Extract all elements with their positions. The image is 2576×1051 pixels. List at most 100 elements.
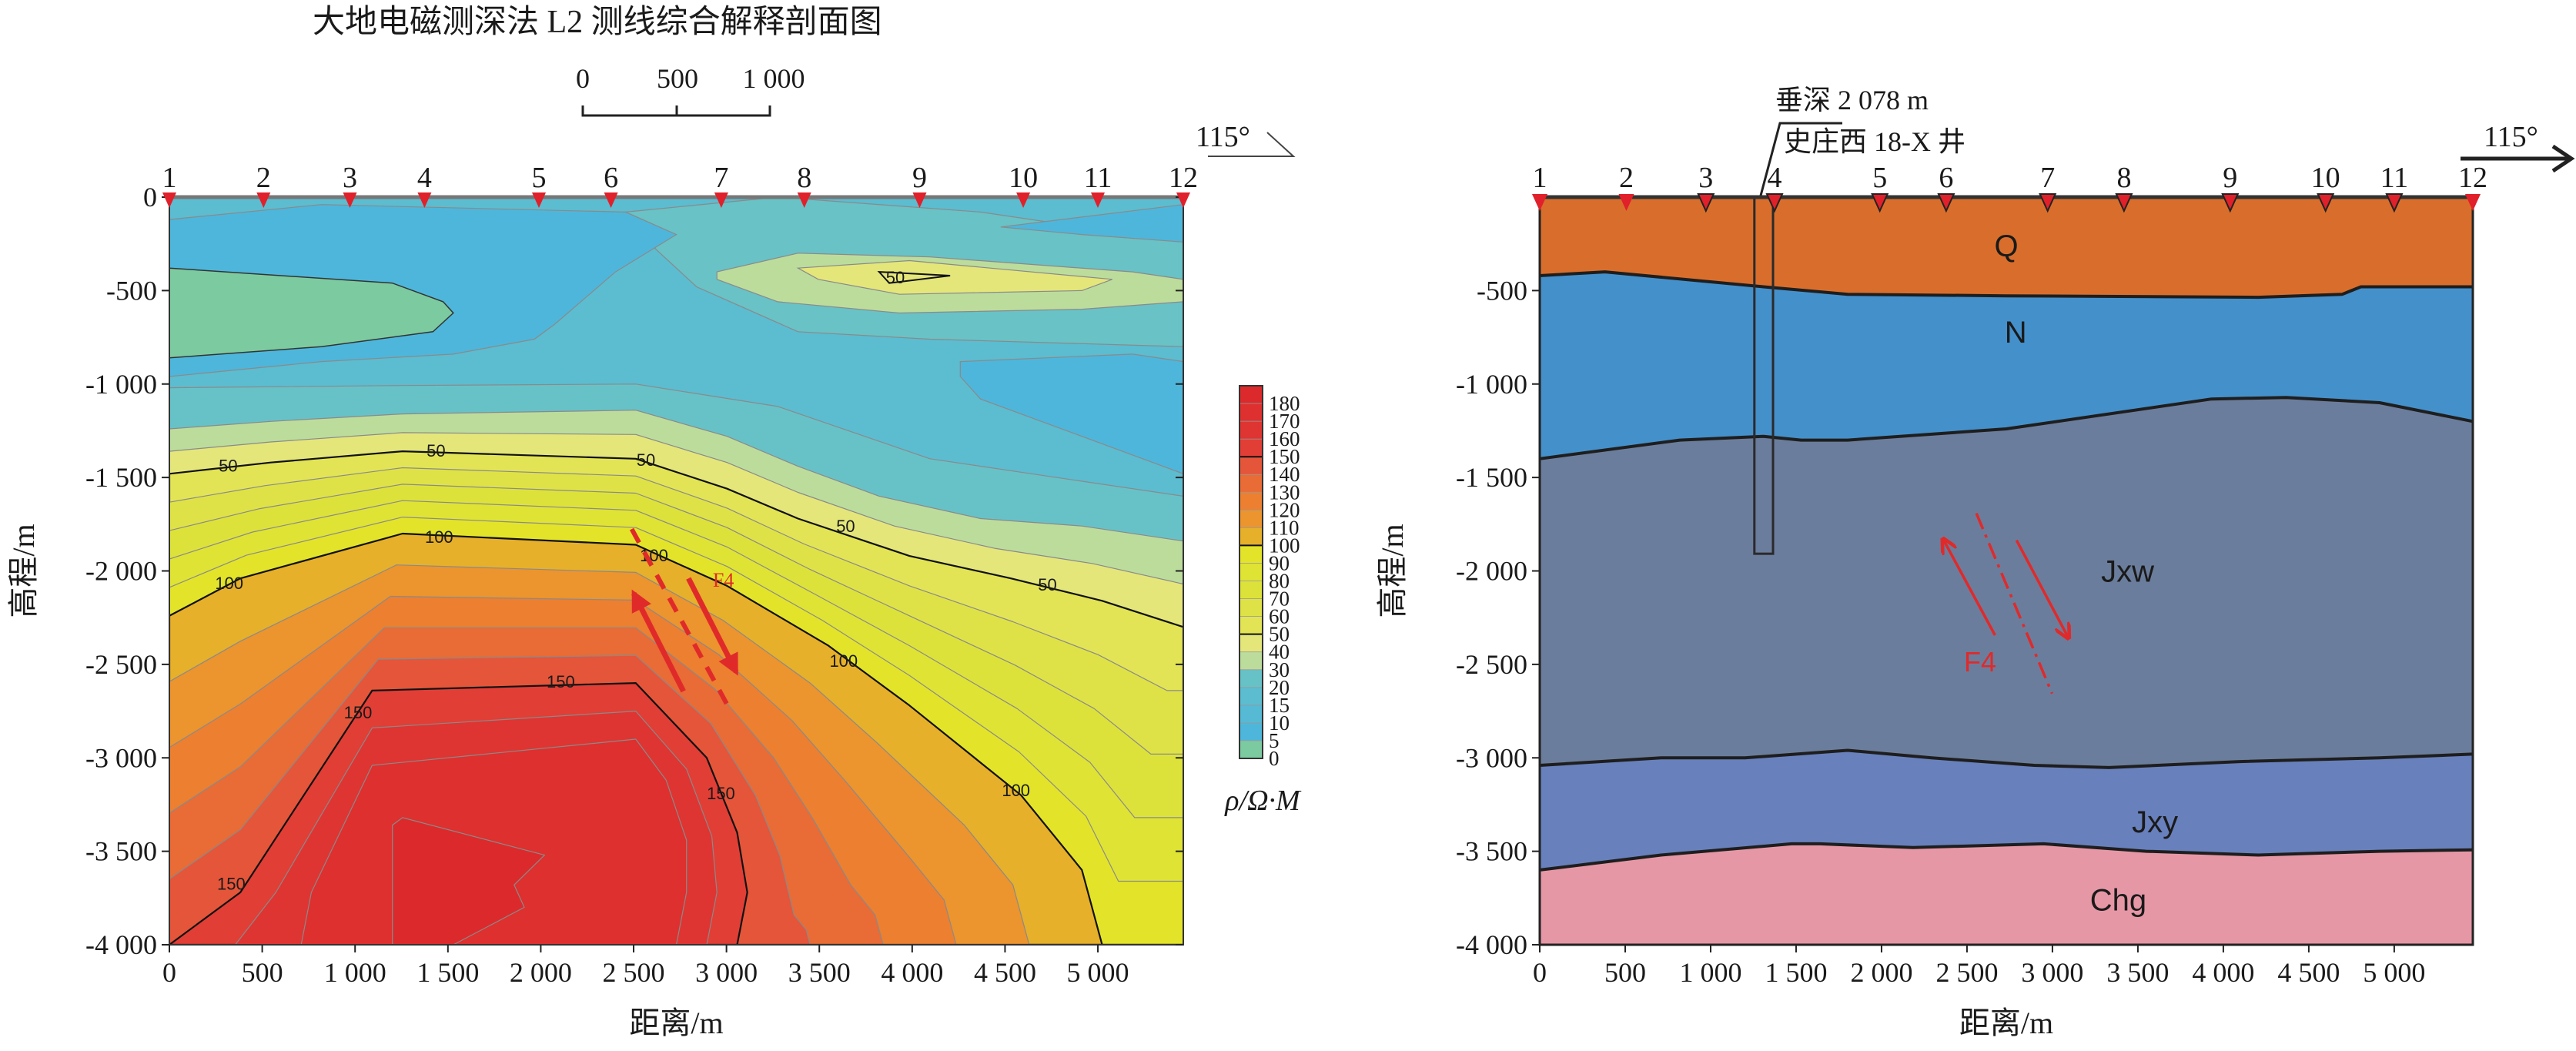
station-label: 8 xyxy=(797,162,811,194)
x-tick-label: 5 000 xyxy=(1067,957,1129,988)
colorbar-cell xyxy=(1239,509,1263,529)
colorbar-cell xyxy=(1239,687,1263,706)
colorbar-cell xyxy=(1239,634,1263,653)
layer-label: Chg xyxy=(2090,884,2146,918)
station-label: 11 xyxy=(1084,162,1112,194)
layer-label: Q xyxy=(1994,229,2018,263)
fault-trace xyxy=(629,527,731,708)
station-label: 8 xyxy=(2116,162,2131,194)
station-marker-icon xyxy=(1871,193,1889,213)
station-marker-icon xyxy=(714,192,728,208)
layer-boundary xyxy=(1539,396,2474,460)
layer-chg xyxy=(1540,843,2473,945)
azimuth-left: 115° xyxy=(1196,121,1296,157)
y-tick-label: -4 000 xyxy=(1456,929,1527,960)
station-marker-icon xyxy=(604,192,618,208)
colorbar-label: ρ/Ω·M xyxy=(1224,785,1302,817)
station-marker-icon xyxy=(2039,193,2057,213)
y-tick-label: -1 500 xyxy=(1456,462,1527,493)
station-label: 3 xyxy=(343,162,357,194)
colorbar-cell xyxy=(1239,722,1263,741)
station-label: 4 xyxy=(417,162,432,194)
y-tick-label: -2 500 xyxy=(85,649,157,680)
x-tick-label: 500 xyxy=(242,957,283,988)
station-label: 10 xyxy=(1009,162,1038,194)
contour-label: 100 xyxy=(215,574,243,593)
contour-label: 150 xyxy=(707,784,735,803)
colorbar-tick-label: 30 xyxy=(1269,658,1290,681)
colorbar-cell xyxy=(1239,651,1263,671)
fault-arrow-up-icon xyxy=(1944,541,1996,636)
colorbar-cell xyxy=(1239,403,1263,422)
y-tick-label: -2 500 xyxy=(1456,649,1527,680)
x-tick-label: 4 000 xyxy=(881,957,943,988)
colorbar-cell xyxy=(1239,491,1263,511)
contour-line-50 xyxy=(877,270,951,284)
layer-boundary xyxy=(1539,270,2473,300)
station-marker-icon xyxy=(1016,192,1031,208)
figure-title: 大地电磁测深法 L2 测线综合解释剖面图 xyxy=(313,4,882,40)
y-tick-label: -500 xyxy=(1477,275,1527,306)
station-label: 3 xyxy=(1698,162,1713,194)
x-tick-label: 2 500 xyxy=(603,957,665,988)
x-tick-label: 3 000 xyxy=(2021,957,2083,988)
x-tick-label: 2 000 xyxy=(510,957,572,988)
colorbar-tick-label: 40 xyxy=(1269,641,1290,664)
station-label: 2 xyxy=(1619,162,1634,194)
x-tick-label: 3 000 xyxy=(695,957,758,988)
contour-label: 50 xyxy=(219,457,237,476)
contour-label: 50 xyxy=(836,517,855,536)
colorbar-cell xyxy=(1239,456,1263,476)
fault-label: F4 xyxy=(1964,646,1996,678)
station-marker-icon xyxy=(1618,194,1634,211)
layer-boundary xyxy=(1539,842,2474,872)
y-tick-label: 0 xyxy=(143,182,157,213)
contour-band xyxy=(1000,204,1183,243)
x-tick-label: 1 000 xyxy=(324,957,386,988)
scale-bar-line xyxy=(581,105,771,117)
scale-label-1000: 1 000 xyxy=(743,63,805,94)
station-label: 12 xyxy=(1169,162,1198,194)
colorbar-tick-label: 110 xyxy=(1269,516,1300,539)
direction-arrow-icon xyxy=(2461,144,2575,173)
contour-label: 100 xyxy=(1002,781,1030,800)
x-tick-label: 2 500 xyxy=(1935,957,1998,988)
station-label: 9 xyxy=(2223,162,2237,194)
station-marker-icon xyxy=(256,192,271,208)
y-tick-label: -1 000 xyxy=(85,369,157,400)
azimuth-label-left: 115° xyxy=(1196,121,1250,153)
station-label: 6 xyxy=(1939,162,1953,194)
scale-bar: 0 500 1 000 xyxy=(576,63,805,117)
fault-trace xyxy=(1975,513,2054,695)
contour-label: 50 xyxy=(637,450,655,470)
colorbar-tick-label: 60 xyxy=(1269,605,1290,628)
colorbar-tick-label: 90 xyxy=(1269,551,1290,574)
y-tick-label: -2 000 xyxy=(85,556,157,587)
station-label: 5 xyxy=(532,162,547,194)
azimuth-right: 115° xyxy=(2461,121,2575,173)
contour-label: 50 xyxy=(427,441,445,460)
x-tick-label: 1 500 xyxy=(1765,957,1827,988)
colorbar-tick-label: 5 xyxy=(1269,729,1280,752)
colorbar-cell xyxy=(1239,420,1263,440)
colorbar-cell xyxy=(1239,474,1263,494)
x-axis-label: 距离/m xyxy=(629,1006,723,1040)
contour-band xyxy=(796,259,1113,295)
y-tick-label: -2 000 xyxy=(1456,556,1527,587)
colorbar-tick-label: 10 xyxy=(1269,711,1290,735)
x-tick-label: 4 500 xyxy=(974,957,1036,988)
contour-label: 50 xyxy=(1038,575,1056,594)
station-label: 12 xyxy=(2458,162,2487,194)
colorbar-cell xyxy=(1239,740,1263,759)
y-tick-label: -3 000 xyxy=(85,742,157,773)
x-tick-label: 5 000 xyxy=(2363,957,2425,988)
layer-label: Jxy xyxy=(2132,805,2178,839)
fault-arrow-down-icon xyxy=(2015,539,2068,637)
station-marker-icon xyxy=(2465,194,2481,211)
colorbar-cell xyxy=(1239,616,1263,635)
station-marker-icon xyxy=(343,192,357,208)
contour-label: 150 xyxy=(217,874,246,893)
x-tick-label: 1 500 xyxy=(417,957,479,988)
